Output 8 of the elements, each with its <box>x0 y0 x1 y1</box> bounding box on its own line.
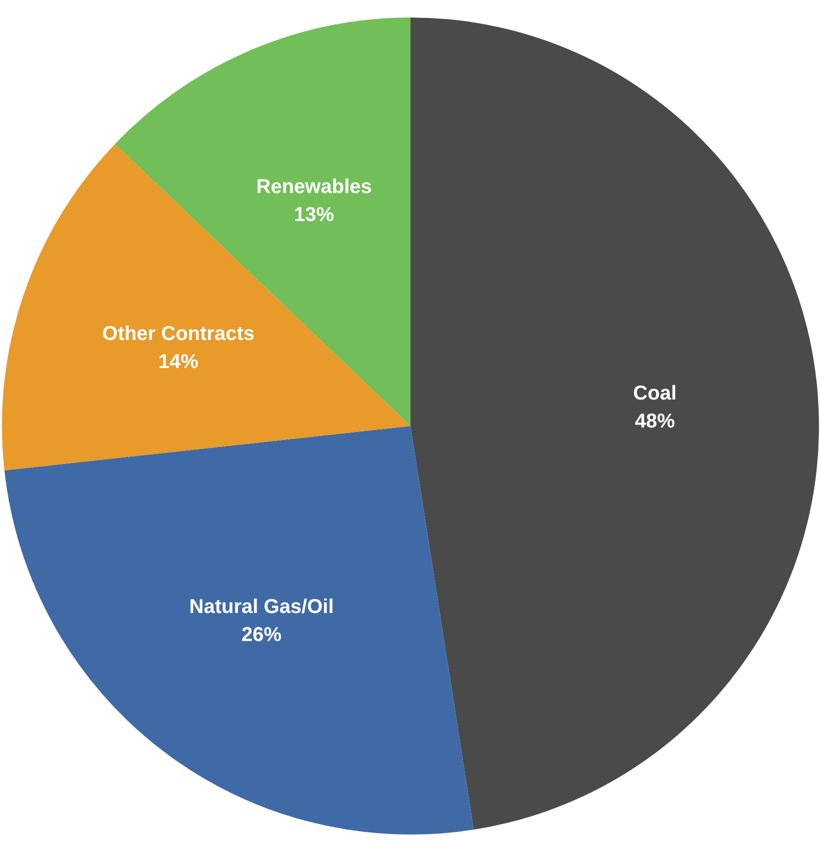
slice-label: Renewables <box>256 176 372 198</box>
data-label: 48% <box>634 410 676 432</box>
slice-label: Natural Gas/Oil <box>189 596 334 618</box>
data-label: 26% <box>242 624 282 646</box>
data-label: 13% <box>294 204 334 226</box>
data-label: 14% <box>158 350 199 373</box>
slice-label: Coal <box>633 382 677 404</box>
slice-label: Other Contracts <box>102 322 254 345</box>
